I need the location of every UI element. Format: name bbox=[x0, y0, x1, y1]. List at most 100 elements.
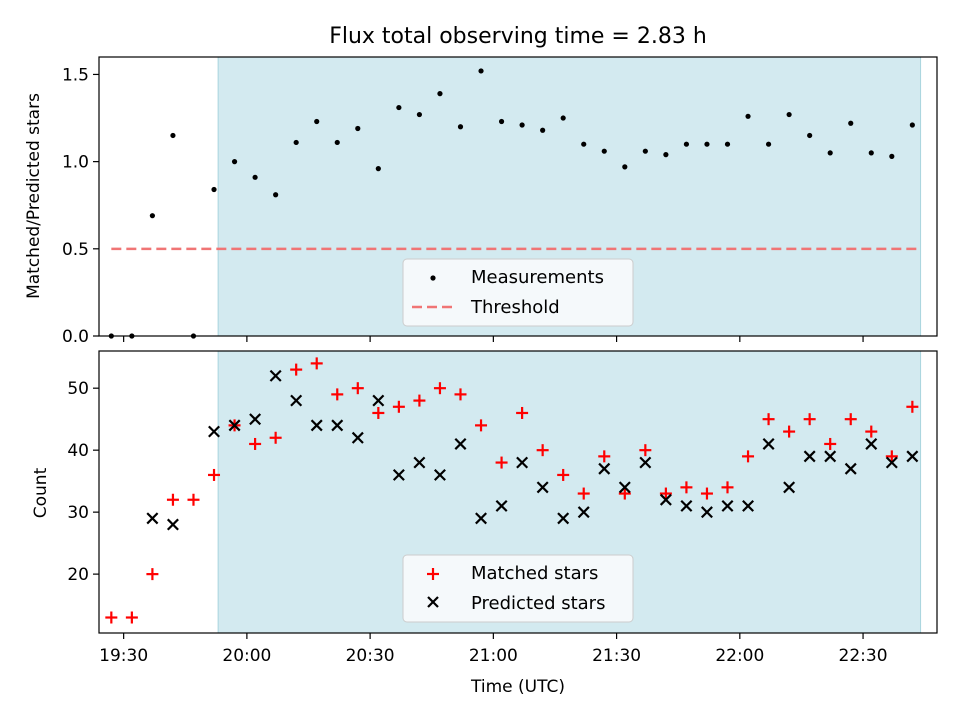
measurement-point-19 bbox=[498, 118, 505, 125]
top-ytick-label-2: 1.0 bbox=[62, 153, 89, 173]
matched-point-19 bbox=[495, 456, 508, 469]
measurement-point-15 bbox=[416, 111, 423, 118]
predicted-point-5 bbox=[269, 369, 282, 382]
measurement-point-12 bbox=[355, 125, 361, 132]
measurement-point-37 bbox=[868, 150, 874, 156]
bottom-ytick-label-1: 30 bbox=[67, 503, 89, 523]
predicted-point-21 bbox=[598, 462, 611, 475]
predicted-point-28 bbox=[742, 499, 755, 512]
bottom-axes-frame bbox=[98, 350, 938, 634]
matched-point-35 bbox=[824, 437, 837, 450]
matched-point-1 bbox=[125, 611, 138, 624]
predicted-point-11 bbox=[392, 468, 405, 481]
measurement-point-27 bbox=[663, 152, 669, 158]
predicted-point-15 bbox=[475, 512, 488, 525]
predicted-point-19 bbox=[557, 512, 570, 525]
matched-point-23 bbox=[577, 487, 590, 500]
matched-point-8 bbox=[269, 431, 282, 444]
predicted-point-6 bbox=[290, 394, 303, 407]
matched-point-24 bbox=[598, 450, 611, 463]
predicted-point-30 bbox=[783, 481, 796, 494]
bottom-legend-label-0: Matched stars bbox=[471, 563, 598, 584]
measurement-point-36 bbox=[848, 120, 854, 126]
measurement-point-31 bbox=[745, 113, 751, 119]
matched-point-15 bbox=[413, 394, 426, 407]
matched-point-22 bbox=[557, 468, 570, 481]
measurement-point-17 bbox=[457, 124, 464, 130]
measurement-point-11 bbox=[334, 139, 340, 146]
top-legend: Measurements Threshold bbox=[402, 258, 634, 327]
matched-point-31 bbox=[742, 450, 755, 463]
measurement-point-35 bbox=[827, 150, 833, 156]
predicted-point-0 bbox=[146, 512, 159, 525]
matched-point-30 bbox=[721, 481, 734, 494]
measurement-point-6 bbox=[231, 159, 238, 165]
chart-title: Flux total observing time = 2.83 h bbox=[329, 24, 707, 49]
bottom-legend-label-1: Predicted stars bbox=[471, 593, 605, 614]
bottom-legend: Matched stars Predicted stars bbox=[402, 554, 634, 623]
measurement-point-14 bbox=[396, 104, 402, 111]
measurement-point-2 bbox=[149, 213, 156, 219]
measurement-point-7 bbox=[252, 174, 258, 180]
predicted-point-4 bbox=[249, 413, 262, 426]
matched-legend-marker bbox=[427, 568, 439, 580]
measurement-point-28 bbox=[683, 141, 690, 147]
measurement-point-10 bbox=[314, 118, 320, 125]
predicted-point-36 bbox=[906, 450, 919, 463]
measurement-point-16 bbox=[437, 91, 443, 97]
predicted-point-7 bbox=[310, 419, 323, 432]
predicted-point-20 bbox=[577, 506, 590, 519]
x-axis-label: Time (UTC) bbox=[470, 677, 565, 697]
predicted-point-16 bbox=[495, 499, 508, 512]
matched-point-29 bbox=[700, 487, 713, 500]
measurement-point-34 bbox=[807, 132, 813, 139]
predicted-point-18 bbox=[536, 481, 549, 494]
matched-point-32 bbox=[762, 413, 775, 426]
measurement-point-38 bbox=[889, 153, 895, 159]
bottom-legend-box bbox=[402, 554, 634, 623]
bottom-xtick-label-0: 19:30 bbox=[99, 646, 148, 666]
matched-point-26 bbox=[639, 444, 652, 457]
matched-point-10 bbox=[310, 357, 323, 370]
predicted-point-8 bbox=[331, 419, 344, 432]
measurement-point-18 bbox=[478, 68, 484, 74]
measurement-point-3 bbox=[170, 132, 176, 139]
matched-point-39 bbox=[906, 400, 919, 413]
predicted-point-25 bbox=[680, 499, 693, 512]
top-y-axis-label: Matched/Predicted stars bbox=[24, 93, 44, 299]
bottom-ytick-label-2: 40 bbox=[67, 441, 89, 461]
matched-point-4 bbox=[187, 493, 200, 506]
bottom-y-axis-label: Count bbox=[31, 467, 51, 518]
matched-point-3 bbox=[166, 493, 179, 506]
bottom-panel: 20 30 40 50 19:30 20:00 20:30 21:00 21:30 22:00 2… bbox=[31, 350, 938, 697]
matched-point-7 bbox=[249, 437, 262, 450]
predicted-point-32 bbox=[824, 450, 837, 463]
predicted-point-33 bbox=[844, 462, 857, 475]
measurement-point-20 bbox=[519, 122, 525, 128]
matched-point-9 bbox=[290, 363, 303, 376]
predicted-point-29 bbox=[762, 437, 775, 450]
predicted-point-2 bbox=[208, 425, 220, 438]
predicted-point-3 bbox=[228, 419, 241, 432]
predicted-point-24 bbox=[659, 493, 672, 506]
measurement-point-5 bbox=[211, 186, 217, 193]
top-panel: 0.0 0.5 1.0 1.5 Matched/Predicted stars Mea… bbox=[24, 56, 938, 347]
top-ytick-label-1: 0.5 bbox=[62, 240, 89, 260]
bottom-xtick-label-6: 22:30 bbox=[839, 646, 888, 666]
measurement-point-23 bbox=[581, 141, 587, 147]
top-axes-frame bbox=[98, 56, 938, 337]
measurement-point-30 bbox=[724, 141, 731, 147]
measurement-point-29 bbox=[704, 141, 710, 147]
matched-point-13 bbox=[372, 406, 385, 419]
matched-point-17 bbox=[454, 388, 467, 401]
matched-point-14 bbox=[392, 400, 405, 413]
matched-point-11 bbox=[331, 388, 344, 401]
matched-point-38 bbox=[885, 450, 898, 463]
predicted-point-34 bbox=[865, 437, 878, 450]
bottom-ytick-label-3: 50 bbox=[67, 379, 89, 399]
top-legend-box bbox=[402, 258, 634, 327]
matched-point-28 bbox=[680, 481, 693, 494]
matched-point-27 bbox=[659, 487, 672, 500]
predicted-point-35 bbox=[885, 456, 898, 469]
